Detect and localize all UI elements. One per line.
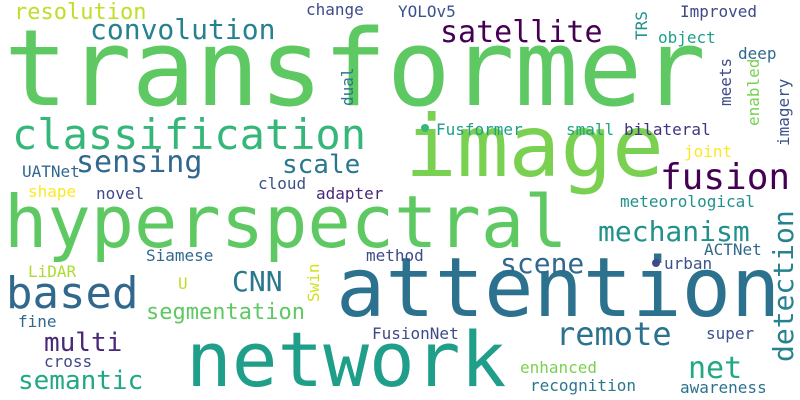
word-Improved: Improved (680, 2, 758, 21)
word-enhanced: enhanced (520, 358, 598, 377)
word-satellite: satellite (440, 15, 603, 50)
word-shape: shape (28, 182, 77, 201)
word-scene: scene (500, 247, 585, 280)
word-Siamese: Siamese (146, 246, 214, 265)
word-multi: multi (44, 328, 123, 358)
word-urban: urban (664, 254, 713, 273)
word-super: super (706, 324, 755, 343)
word-awareness: awareness (680, 378, 767, 397)
word-fine: fine (18, 312, 57, 331)
word-scale: scale (282, 150, 361, 180)
word-adapter: adapter (316, 184, 384, 203)
word-object: object (658, 28, 716, 47)
word-classification: classification (12, 110, 367, 159)
word-LiDAR: LiDAR (28, 262, 77, 281)
word-recognition: recognition (530, 376, 636, 395)
word-based: based (6, 268, 139, 319)
word-dual: dual (338, 67, 357, 106)
word-image: image (405, 97, 664, 197)
word-bilateral: bilateral (624, 120, 711, 139)
word-cross: cross (44, 352, 93, 371)
word-remote: remote (556, 315, 672, 353)
word-resolution: resolution (14, 0, 147, 25)
word-method: method (366, 246, 424, 265)
word-cloud: cloud (258, 174, 307, 193)
word-small: small (566, 120, 615, 139)
word-transformer: transformer (4, 7, 706, 130)
word-hyperspectral: hyperspectral (4, 180, 568, 264)
word-segmentation: segmentation (146, 300, 305, 325)
word-fusion: fusion (660, 157, 791, 198)
word-semantic: semantic (18, 366, 144, 396)
word-imagery: imagery (774, 78, 793, 146)
word-convolution: convolution (90, 13, 276, 46)
word-network: network (186, 315, 507, 400)
word-meets: meets (716, 57, 735, 106)
word-meteorological: meteorological (620, 192, 755, 211)
word-enabled: enabled (744, 58, 763, 126)
word-FusionNet: FusionNet (372, 324, 459, 343)
word-sensing: sensing (76, 145, 203, 180)
word-joint: joint (684, 142, 733, 161)
word-ACTNet: ACTNet (704, 240, 762, 259)
word-change: change (306, 0, 364, 19)
word-TRS: TRS (632, 11, 651, 40)
word-mechanism: mechanism (598, 215, 750, 248)
word-UATNet: UATNet (22, 162, 80, 181)
word-attention: attention (336, 241, 781, 336)
word-net: net (688, 351, 743, 386)
urban-bullet (652, 259, 660, 267)
word-YOLOv5: YOLOv5 (398, 2, 456, 21)
word-Fusformer: Fusformer (436, 120, 523, 139)
word-deep: deep (738, 44, 777, 63)
word-CNN: CNN (232, 265, 283, 298)
word-detection: detection (767, 210, 800, 362)
word-novel: novel (96, 184, 145, 203)
fusformer-bullet (421, 124, 429, 132)
word-U: U (178, 274, 188, 293)
word-Swin: Swin (304, 263, 323, 302)
